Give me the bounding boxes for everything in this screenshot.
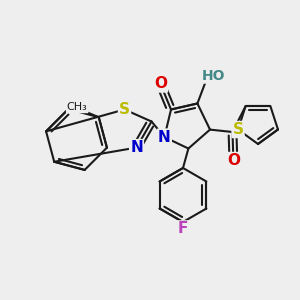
- Text: N: N: [158, 130, 171, 145]
- Text: CH₃: CH₃: [67, 102, 88, 112]
- Text: S: S: [232, 122, 244, 137]
- Text: S: S: [119, 102, 130, 117]
- Text: N: N: [130, 140, 143, 155]
- Text: F: F: [178, 221, 188, 236]
- Text: HO: HO: [202, 69, 225, 82]
- Text: O: O: [154, 76, 167, 92]
- Text: O: O: [227, 153, 240, 168]
